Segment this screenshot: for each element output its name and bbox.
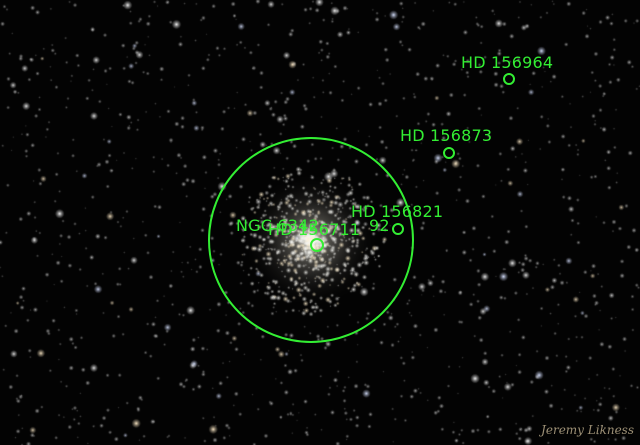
label-hd156821: HD 156821: [351, 202, 444, 221]
cluster-circle-marker[interactable]: [208, 137, 414, 343]
photographer-credit: Jeremy Likness: [541, 423, 634, 437]
hd156821-marker[interactable]: [392, 223, 404, 235]
label-ngc6342: NGC 6342: [236, 216, 319, 235]
hd156873-marker[interactable]: [443, 147, 455, 159]
hd156964-marker[interactable]: [503, 73, 515, 85]
label-hd156873: HD 156873: [400, 126, 493, 145]
hd156711-marker[interactable]: [310, 238, 324, 252]
label-hd156964: HD 156964: [461, 53, 554, 72]
label-overlap-fragment: 92: [369, 216, 390, 235]
label-hd156711: HD 156711: [268, 220, 361, 239]
